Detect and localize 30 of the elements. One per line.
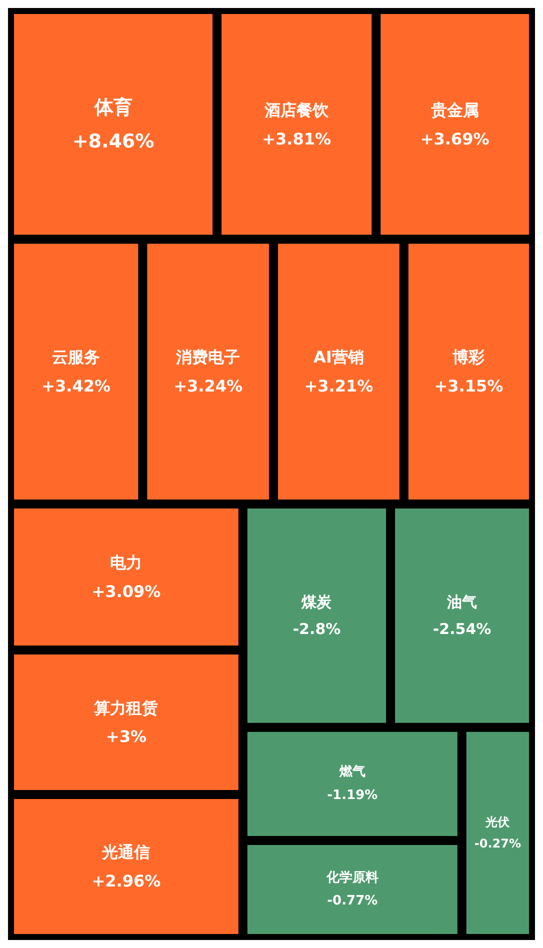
category-label: 贵金属 (430, 100, 479, 120)
data-label: -0.27% (474, 836, 522, 851)
category-label: 煤炭 (300, 593, 333, 612)
category-label: AI营销 (314, 348, 364, 367)
data-label: +3.09% (92, 582, 161, 601)
category-label: 博彩 (452, 348, 486, 367)
data-label: +2.96% (92, 871, 161, 890)
data-label: +3% (106, 727, 146, 746)
category-label: 消费电子 (175, 348, 240, 367)
data-label: +3.21% (304, 376, 374, 396)
category-label: 光伏 (484, 815, 511, 830)
data-label: +3.42% (42, 376, 111, 396)
category-label: 云服务 (52, 348, 100, 367)
data-label: -1.19% (327, 788, 378, 804)
category-label: 光通信 (101, 842, 150, 862)
category-label: 体育 (93, 96, 132, 118)
data-label: +3.15% (434, 376, 504, 396)
data-label: +3.81% (262, 129, 332, 148)
data-label: +3.69% (420, 129, 490, 148)
data-label: -2.8% (292, 620, 341, 638)
data-label: +3.24% (174, 376, 243, 396)
data-label: +8.46% (72, 130, 154, 152)
category-label: 化学原料 (325, 870, 378, 886)
data-label: -0.77% (327, 894, 378, 909)
data-label: -2.54% (432, 620, 492, 638)
category-label: 电力 (110, 553, 142, 572)
category-label: 油气 (446, 593, 478, 612)
category-label: 算力租赁 (93, 698, 158, 718)
category-label: 燃气 (338, 764, 366, 780)
category-label: 酒店餐饮 (264, 100, 330, 120)
